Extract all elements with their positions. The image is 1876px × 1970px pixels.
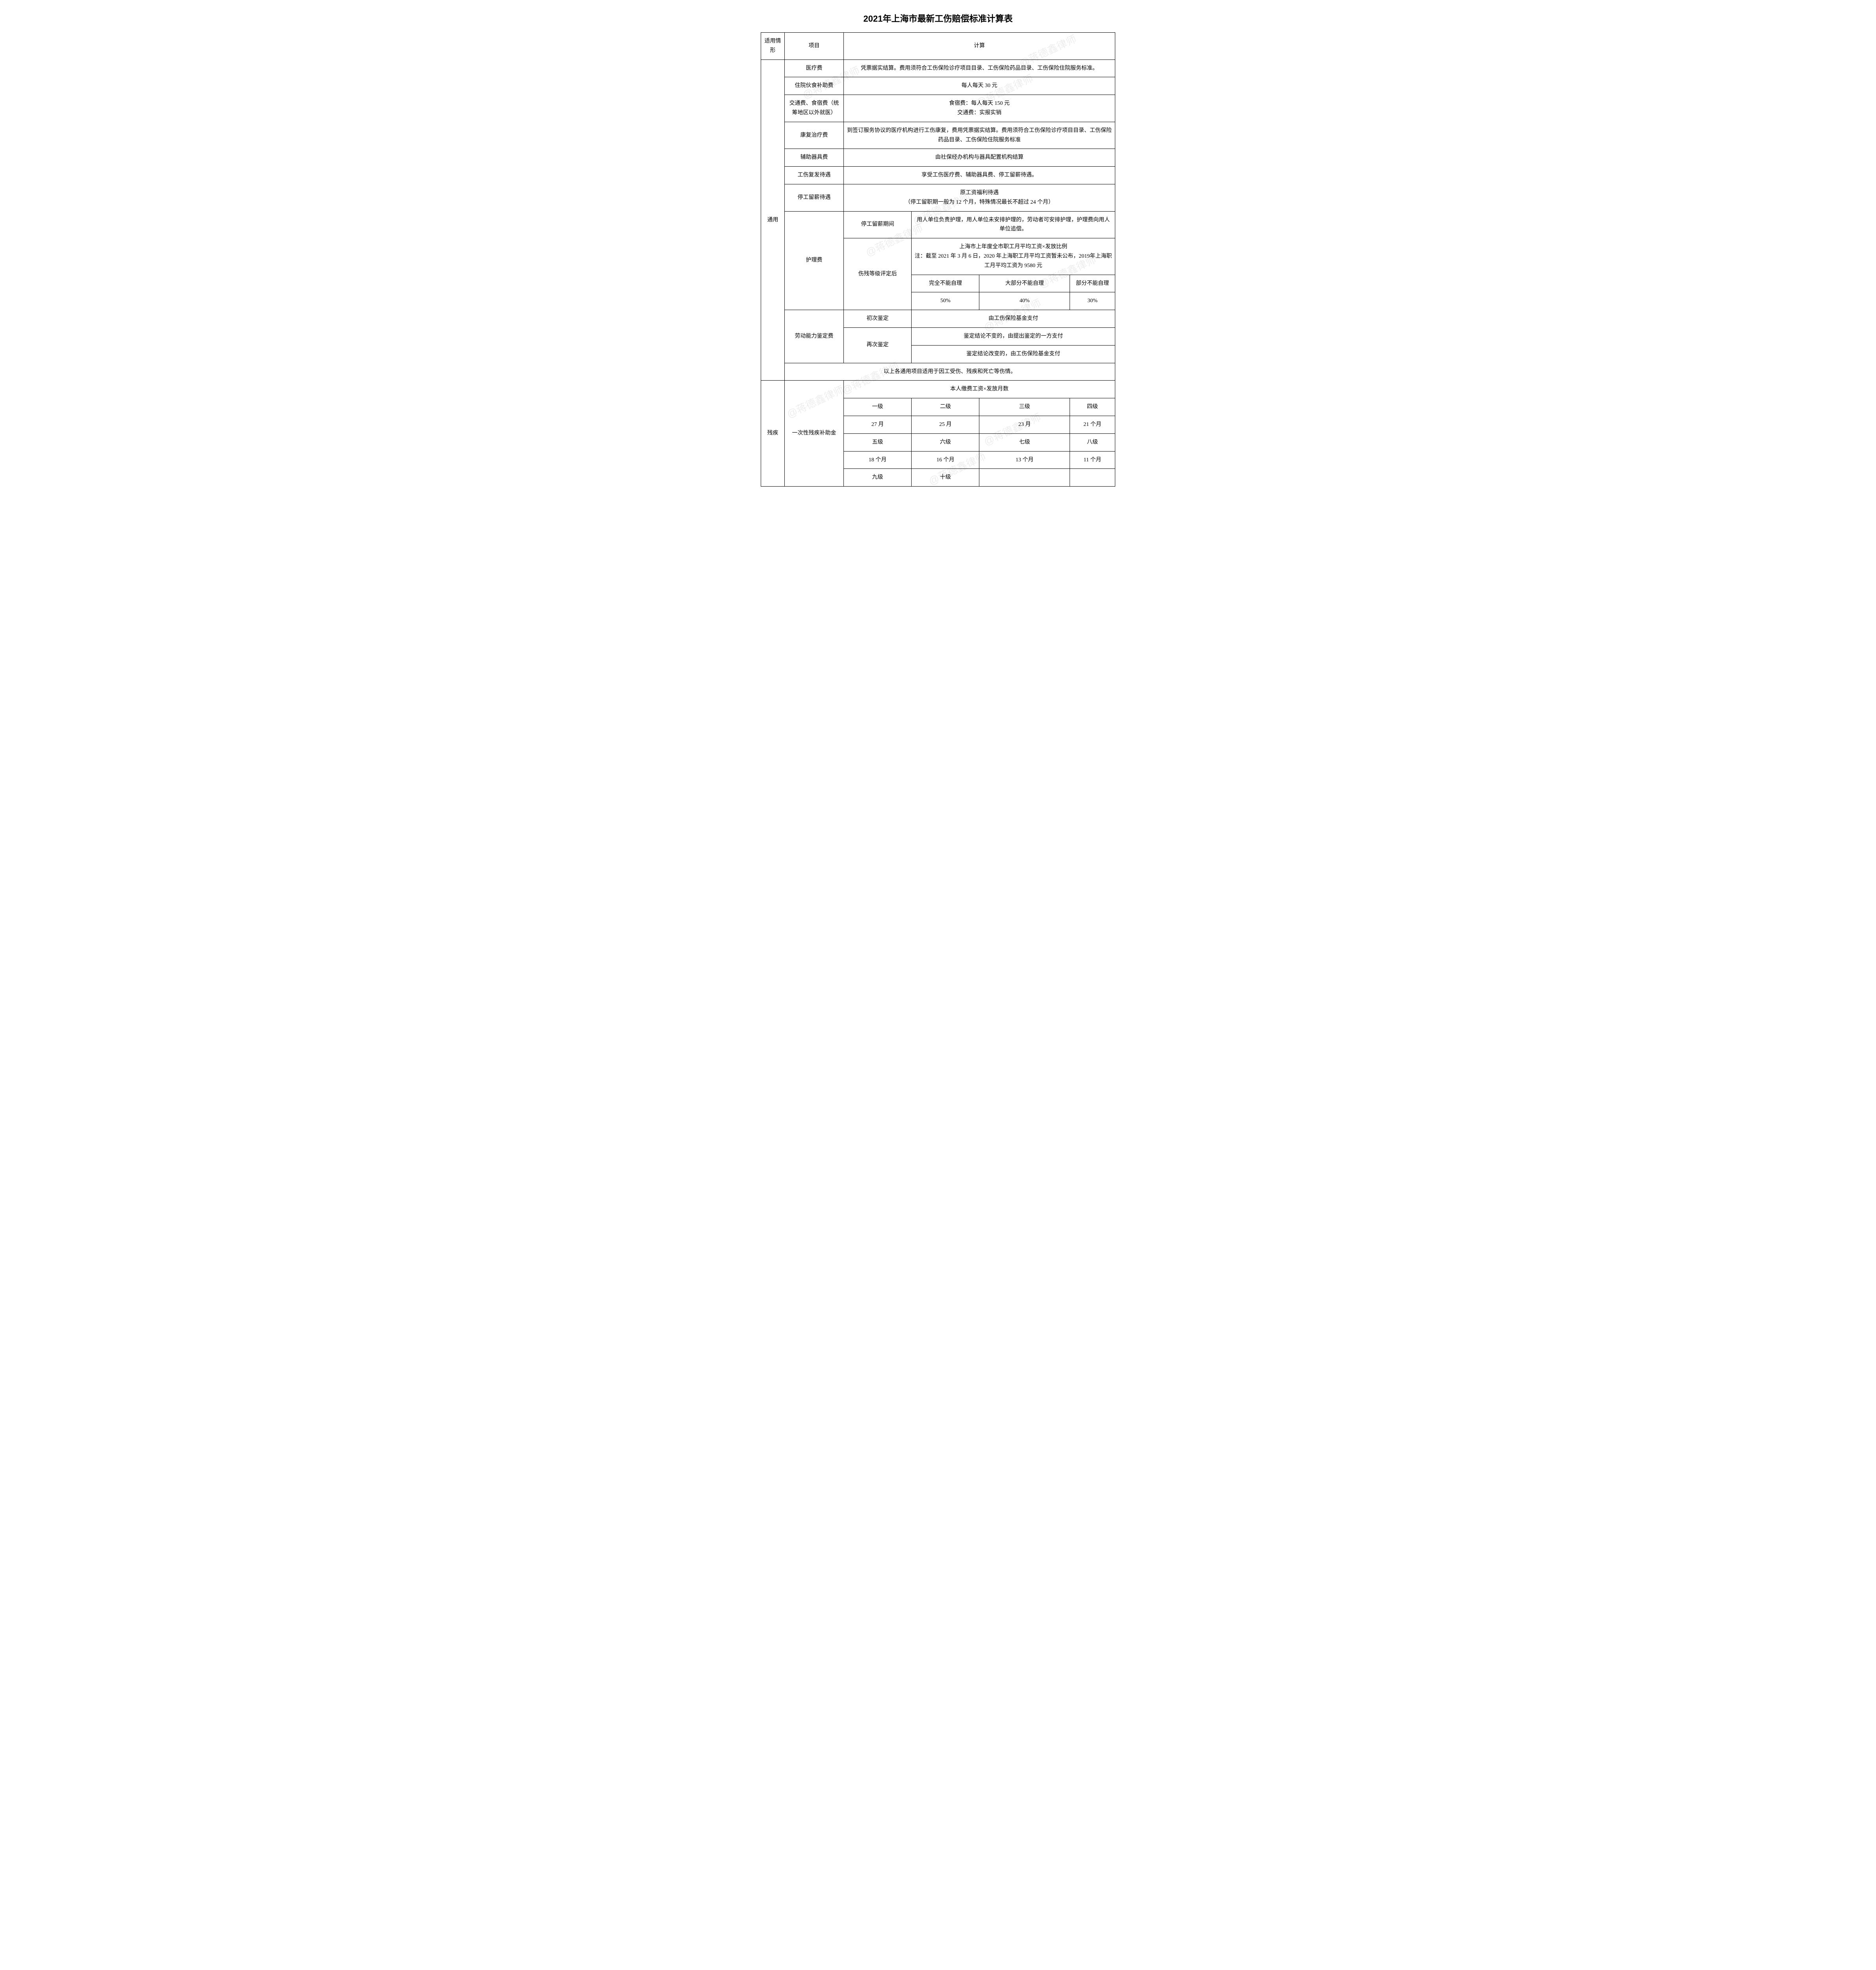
lump-blank1 bbox=[979, 469, 1070, 487]
nursing-period-calc: 用人单位负责护理，用人单位未安排护理的，劳动者可安排护理，护理费向用人单位追偿。 bbox=[912, 211, 1115, 238]
lump-blank2 bbox=[1070, 469, 1115, 487]
page-container: @蒋德鑫律师 @蒋德鑫律师 @蒋德鑫律师 @蒋德鑫律师 @蒋德鑫律师 @蒋德鑫律… bbox=[761, 12, 1115, 487]
lump-v4: 21 个月 bbox=[1070, 416, 1115, 433]
calc-stoppay: 原工资福利待遇 （停工留职期一般为 12 个月，特殊情况最长不超过 24 个月） bbox=[844, 184, 1115, 211]
calc-aux: 由社保经办机构与器具配置机构结算 bbox=[844, 149, 1115, 167]
nursing-formula: 上海市上年度全市职工月平均工资×发放比例 注：截至 2021 年 3 月 6 日… bbox=[912, 238, 1115, 275]
lump-v3: 23 月 bbox=[979, 416, 1070, 433]
hdr-scope: 适用情形 bbox=[761, 33, 785, 60]
lump-l6: 六级 bbox=[912, 433, 979, 451]
row-relapse: 工伤复发待遇 享受工伤医疗费、辅助器具费、停工留薪待遇。 bbox=[761, 167, 1115, 184]
row-general-note: 以上各通用项目适用于因工受伤、残疾和死亡等伤情。 bbox=[761, 363, 1115, 381]
item-appraisal: 劳动能力鉴定费 bbox=[785, 310, 844, 363]
row-aux: 辅助器具费 由社保经办机构与器具配置机构结算 bbox=[761, 149, 1115, 167]
row-stoppay: 停工留薪待遇 原工资福利待遇 （停工留职期一般为 12 个月，特殊情况最长不超过… bbox=[761, 184, 1115, 211]
hdr-item: 项目 bbox=[785, 33, 844, 60]
item-transport: 交通费、食宿费（统筹地区以外就医） bbox=[785, 95, 844, 122]
nursing-lvl2: 大部分不能自理 bbox=[979, 275, 1070, 292]
general-note: 以上各通用项目适用于因工受伤、残疾和死亡等伤情。 bbox=[785, 363, 1115, 381]
item-hospfood: 住院伙食补助费 bbox=[785, 77, 844, 95]
lump-l4: 四级 bbox=[1070, 398, 1115, 416]
row-hospfood: 住院伙食补助费 每人每天 30 元 bbox=[761, 77, 1115, 95]
nursing-period-label: 停工留薪期间 bbox=[844, 211, 912, 238]
row-nursing-period: 护理费 停工留薪期间 用人单位负责护理，用人单位未安排护理的，劳动者可安排护理，… bbox=[761, 211, 1115, 238]
calc-relapse: 享受工伤医疗费、辅助器具费、停工留薪待遇。 bbox=[844, 167, 1115, 184]
item-aux: 辅助器具费 bbox=[785, 149, 844, 167]
page-title: 2021年上海市最新工伤赔偿标准计算表 bbox=[761, 12, 1115, 24]
row-lump-formula: 残疾 一次性残疾补助金 本人缴费工资×发放月数 bbox=[761, 381, 1115, 398]
item-medical: 医疗费 bbox=[785, 59, 844, 77]
item-lump: 一次性残疾补助金 bbox=[785, 381, 844, 487]
lump-v5: 18 个月 bbox=[844, 451, 912, 469]
row-transport: 交通费、食宿费（统筹地区以外就医） 食宿费：每人每天 150 元 交通费：实报实… bbox=[761, 95, 1115, 122]
lump-l10: 十级 bbox=[912, 469, 979, 487]
lump-v2: 25 月 bbox=[912, 416, 979, 433]
calc-medical: 凭票据实结算。费用须符合工伤保险诊疗项目目录、工伤保险药品目录、工伤保险住院服务… bbox=[844, 59, 1115, 77]
nursing-after-label: 伤残等级评定后 bbox=[844, 238, 912, 310]
row-appraisal-first: 劳动能力鉴定费 初次鉴定 由工伤保险基金支付 bbox=[761, 310, 1115, 328]
lump-l9: 九级 bbox=[844, 469, 912, 487]
nursing-pct1: 50% bbox=[912, 292, 979, 310]
lump-l3: 三级 bbox=[979, 398, 1070, 416]
lump-v7: 13 个月 bbox=[979, 451, 1070, 469]
table-header-row: 适用情形 项目 计算 bbox=[761, 33, 1115, 60]
item-rehab: 康复治疗费 bbox=[785, 122, 844, 149]
item-nursing: 护理费 bbox=[785, 211, 844, 310]
hdr-calc: 计算 bbox=[844, 33, 1115, 60]
calc-hospfood: 每人每天 30 元 bbox=[844, 77, 1115, 95]
lump-formula: 本人缴费工资×发放月数 bbox=[844, 381, 1115, 398]
lump-l1: 一级 bbox=[844, 398, 912, 416]
calc-transport: 食宿费：每人每天 150 元 交通费：实报实销 bbox=[844, 95, 1115, 122]
lump-l7: 七级 bbox=[979, 433, 1070, 451]
item-relapse: 工伤复发待遇 bbox=[785, 167, 844, 184]
compensation-table: 适用情形 项目 计算 通用 医疗费 凭票据实结算。费用须符合工伤保险诊疗项目目录… bbox=[761, 32, 1115, 487]
lump-v1: 27 月 bbox=[844, 416, 912, 433]
lump-l5: 五级 bbox=[844, 433, 912, 451]
nursing-pct2: 40% bbox=[979, 292, 1070, 310]
lump-l8: 八级 bbox=[1070, 433, 1115, 451]
appraisal-first-calc: 由工伤保险基金支付 bbox=[912, 310, 1115, 328]
item-stoppay: 停工留薪待遇 bbox=[785, 184, 844, 211]
row-rehab: 康复治疗费 到签订服务协议的医疗机构进行工伤康复，费用凭票据实结算。费用须符合工… bbox=[761, 122, 1115, 149]
nursing-lvl3: 部分不能自理 bbox=[1070, 275, 1115, 292]
row-medical: 通用 医疗费 凭票据实结算。费用须符合工伤保险诊疗项目目录、工伤保险药品目录、工… bbox=[761, 59, 1115, 77]
appraisal-second-label: 再次鉴定 bbox=[844, 327, 912, 363]
appraisal-second-a: 鉴定结论不变的，由提出鉴定的一方支付 bbox=[912, 327, 1115, 345]
calc-rehab: 到签订服务协议的医疗机构进行工伤康复，费用凭票据实结算。费用须符合工伤保险诊疗项… bbox=[844, 122, 1115, 149]
nursing-pct3: 30% bbox=[1070, 292, 1115, 310]
lump-v6: 16 个月 bbox=[912, 451, 979, 469]
scope-general: 通用 bbox=[761, 59, 785, 381]
appraisal-first-label: 初次鉴定 bbox=[844, 310, 912, 328]
lump-l2: 二级 bbox=[912, 398, 979, 416]
nursing-lvl1: 完全不能自理 bbox=[912, 275, 979, 292]
scope-disability: 残疾 bbox=[761, 381, 785, 487]
appraisal-second-b: 鉴定结论改变的，由工伤保险基金支付 bbox=[912, 345, 1115, 363]
lump-v8: 11 个月 bbox=[1070, 451, 1115, 469]
